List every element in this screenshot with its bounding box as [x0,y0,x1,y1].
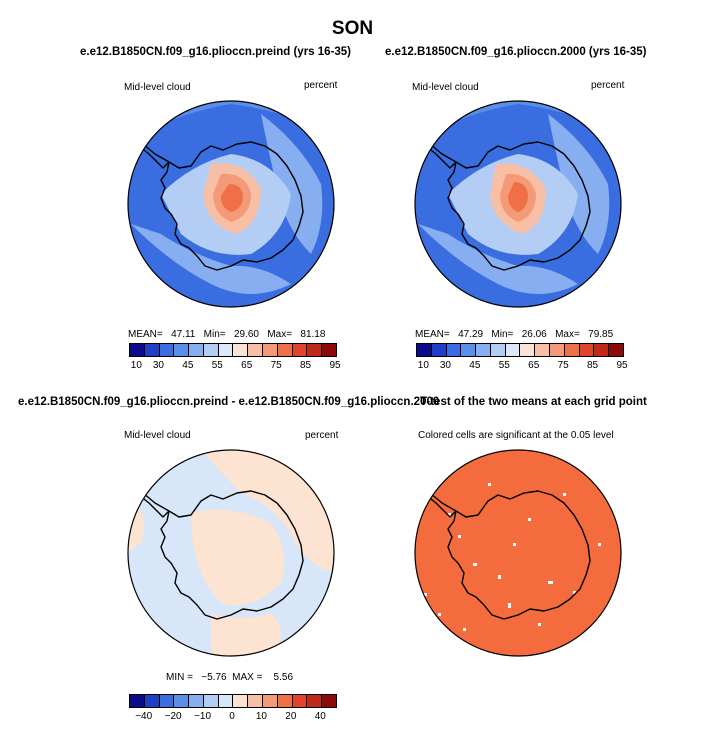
panel3-map [127,449,335,657]
colorbar-tick-label: −40 [135,711,153,722]
panel4-title: T-test of the two means at each grid poi… [420,396,647,408]
colorbar-swatch [189,344,204,356]
colorbar-swatch [594,344,610,356]
colorbar-swatch [130,344,145,356]
colorbar-tick-label: 30 [152,360,164,371]
colorbar-tick-label: 75 [557,360,569,371]
colorbar-swatch [490,344,506,356]
panel3-stats: MIN = −5.76 MAX = 5.56 [166,672,294,683]
colorbar-swatch [218,344,234,356]
colorbar-tick-label: 0 [229,711,235,722]
colorbar-swatch [505,344,521,356]
colorbar-swatch [520,344,536,356]
colorbar-tick-label: 55 [211,360,223,371]
colorbar-tick-label: 45 [182,360,194,371]
colorbar-swatch [130,695,145,707]
colorbar-swatch [277,695,293,707]
colorbar-swatch [218,695,234,707]
colorbar-swatch [609,344,623,356]
colorbar-tick-label: 65 [241,360,253,371]
colorbar-swatch [564,344,580,356]
colorbar-tick-label: −20 [164,711,182,722]
colorbar-swatch [144,344,160,356]
colorbar-tick-label: 10 [417,360,429,371]
colorbar-swatch [476,344,491,356]
colorbar-swatch [417,344,432,356]
colorbar-tick-label: 65 [528,360,540,371]
colorbar-tick-label: 30 [439,360,451,371]
colorbar-tick-label: 95 [616,360,628,371]
colorbar-swatch [174,344,190,356]
colorbar-tick-label: 85 [587,360,599,371]
panel1-left-label: Mid-level cloud [124,82,191,93]
panel1-colorbar [129,343,337,357]
colorbar-tick-label: 75 [270,360,282,371]
figure-title: SON [331,18,374,39]
colorbar-swatch [203,695,219,707]
colorbar-swatch [159,695,175,707]
colorbar-swatch [292,344,308,356]
colorbar-swatch [248,695,264,707]
colorbar-tick-label: −10 [194,711,212,722]
panel3-title: e.e12.B1850CN.f09_g16.plioccn.preind - e… [18,396,440,408]
panel3-colorbar [129,694,337,708]
colorbar-swatch [189,695,204,707]
panel3-left-label: Mid-level cloud [124,430,191,441]
colorbar-swatch [461,344,477,356]
colorbar-tick-label: 20 [285,711,297,722]
colorbar-swatch [322,344,336,356]
colorbar-tick-label: 55 [498,360,510,371]
panel2-map [414,100,622,308]
colorbar-swatch [322,695,336,707]
panel3-right-label: percent [305,430,339,441]
panel2-title: e.e12.B1850CN.f09_g16.plioccn.2000 (yrs … [385,46,647,58]
colorbar-swatch [579,344,595,356]
colorbar-swatch [277,344,293,356]
panel2-colorbar [416,343,624,357]
colorbar-tick-label: 95 [329,360,341,371]
colorbar-swatch [550,344,565,356]
colorbar-swatch [431,344,447,356]
panel2-right-label: percent [591,80,625,91]
colorbar-swatch [446,344,462,356]
colorbar-tick-label: 10 [255,711,267,722]
colorbar-swatch [174,695,190,707]
colorbar-swatch [144,695,160,707]
panel2-left-label: Mid-level cloud [412,82,479,93]
colorbar-tick-label: 85 [300,360,312,371]
colorbar-tick-label: 45 [469,360,481,371]
panel2-stats: MEAN= 47.29 Min= 26.06 Max= 79.85 [415,329,614,340]
panel1-right-label: percent [304,80,338,91]
colorbar-swatch [233,695,249,707]
colorbar-swatch [248,344,264,356]
colorbar-tick-label: 10 [130,360,142,371]
colorbar-swatch [233,344,249,356]
colorbar-swatch [263,344,278,356]
colorbar-swatch [307,695,323,707]
panel1-title: e.e12.B1850CN.f09_g16.plioccn.preind (yr… [80,46,352,58]
colorbar-swatch [307,344,323,356]
panel1-map [127,100,335,308]
panel4-subtitle: Colored cells are significant at the 0.0… [418,430,614,441]
panel4-map [414,449,622,657]
colorbar-swatch [203,344,219,356]
colorbar-tick-label: 40 [314,711,326,722]
panel1-stats: MEAN= 47.11 Min= 29.60 Max= 81.18 [128,329,326,340]
colorbar-swatch [263,695,278,707]
colorbar-swatch [535,344,551,356]
colorbar-swatch [292,695,308,707]
colorbar-swatch [159,344,175,356]
